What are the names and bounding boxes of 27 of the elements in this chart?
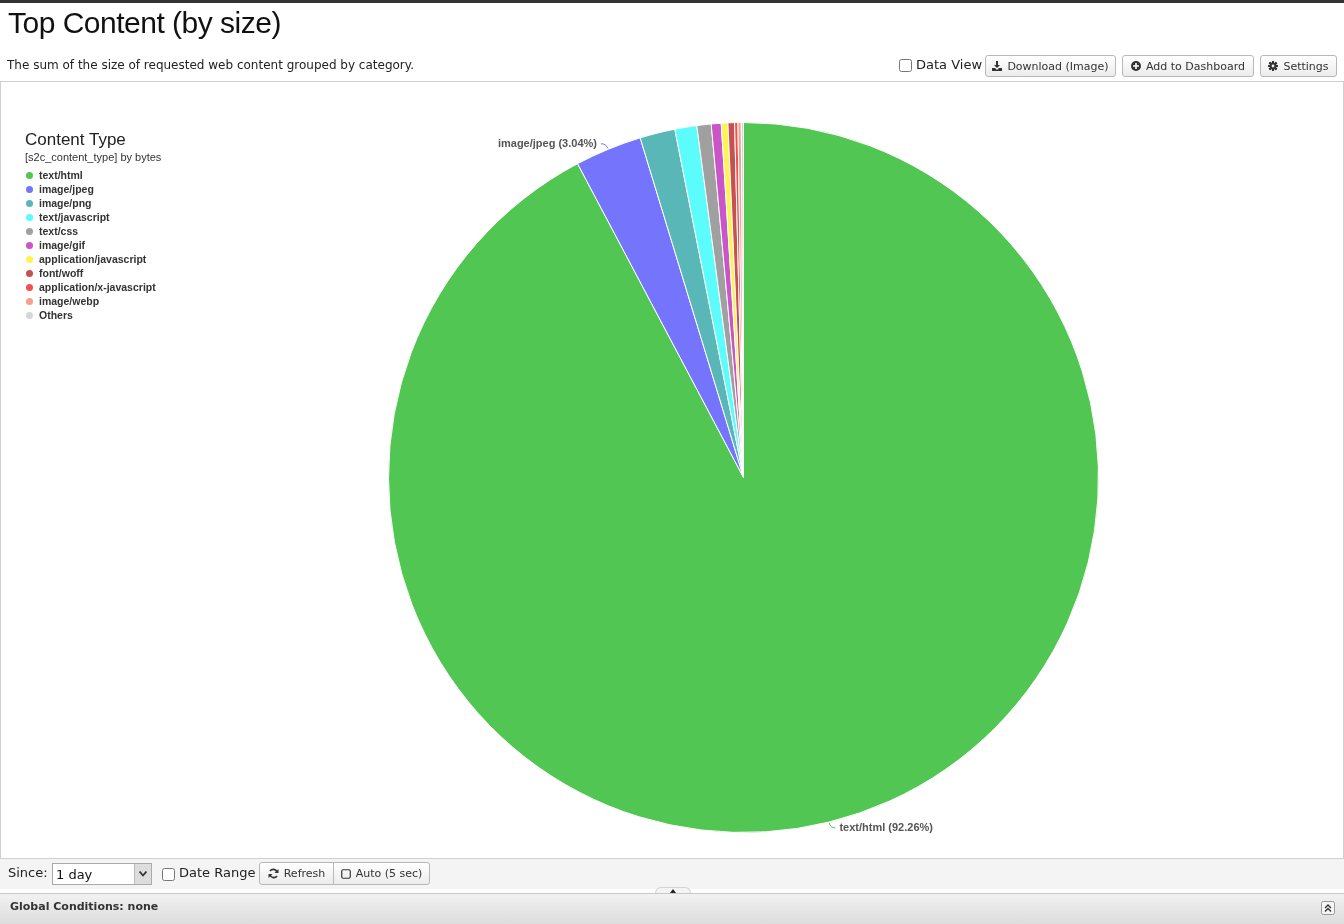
refresh-button: Refresh — [259, 862, 334, 885]
legend-label: image/jpeg — [39, 183, 94, 195]
text: Global Conditions: none — [10, 900, 159, 913]
chart-subtitle: The sum of the size of requested web content grouped by category. — [7, 58, 414, 72]
add-to-dashboard-button: Add to Dashboard — [1122, 55, 1254, 77]
legend-label: image/webp — [39, 295, 100, 307]
legend-label: application/javascript — [39, 253, 147, 265]
chart-title: Top Content (by size) — [8, 6, 281, 40]
text: [s2c_content_type] by bytes — [25, 150, 162, 164]
text: Date Range — [179, 865, 256, 880]
legend-label: image/gif — [39, 239, 86, 251]
legend-title: Content Type — [25, 130, 127, 150]
legend-label: text/javascript — [39, 211, 110, 223]
legend-label: text/html — [39, 169, 83, 181]
text: Since: — [8, 865, 48, 880]
legend-label: application/x-javascript — [39, 281, 156, 293]
legend-label: text/css — [39, 225, 79, 237]
download-button: Download (Image) — [985, 55, 1116, 77]
dropdown: 1 day — [52, 863, 152, 885]
legend-label: font/woff — [39, 267, 84, 279]
auto-refresh-button: Auto (5 sec) — [333, 862, 430, 885]
data-label: image/jpeg (3.04%) — [497, 136, 598, 149]
settings-button: Settings — [1260, 55, 1337, 77]
text: Data View — [916, 57, 983, 72]
data-label: text/html (92.26%) — [839, 820, 934, 833]
legend-label: image/png — [39, 197, 92, 209]
legend-label: Others — [39, 309, 73, 321]
